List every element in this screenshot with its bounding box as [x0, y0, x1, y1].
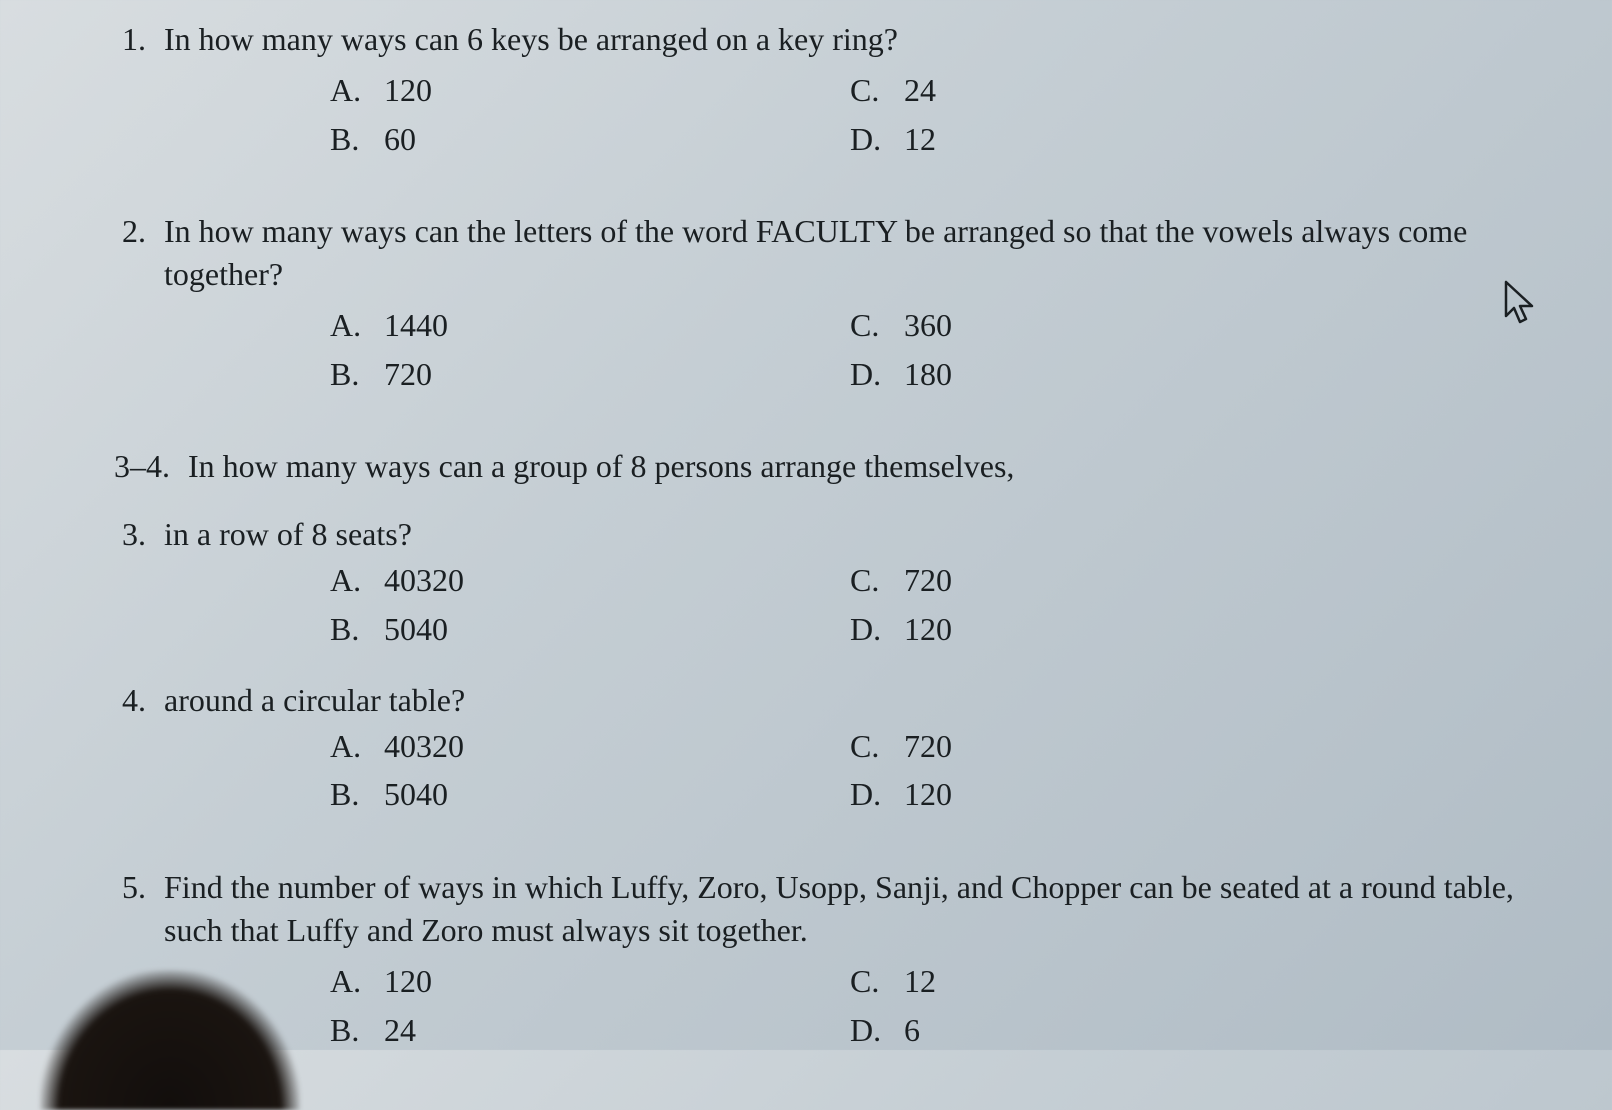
question-2-options: A. 1440 C. 360 B. 720 D. 180: [330, 302, 1330, 397]
option-value: 1440: [384, 302, 448, 348]
question-3-4-head: 3–4. In how many ways can a group of 8 p…: [100, 445, 1552, 488]
question-2-text: In how many ways can the letters of the …: [164, 210, 1552, 296]
option-letter: C.: [850, 723, 890, 769]
option-value: 120: [384, 67, 432, 113]
question-2-number: 2.: [100, 210, 146, 253]
option-value: 40320: [384, 557, 464, 603]
option-value: 120: [904, 771, 952, 817]
option-value: 24: [384, 1007, 416, 1053]
question-1-number: 1.: [100, 18, 146, 61]
option-letter: B.: [330, 771, 370, 817]
question-4: 4. around a circular table? A. 40320 C. 72…: [100, 682, 1552, 818]
question-3: 3. in a row of 8 seats? A. 40320 C. 720 B.…: [100, 516, 1552, 652]
option-value: 720: [904, 723, 952, 769]
question-5-text: Find the number of ways in which Luffy, …: [164, 866, 1552, 952]
option-letter: B.: [330, 351, 370, 397]
q1-option-a: A. 120: [330, 67, 810, 113]
question-2: 2. In how many ways can the letters of t…: [100, 210, 1552, 397]
q4-option-b: B. 5040: [330, 771, 810, 817]
q5-option-d: D. 6: [850, 1007, 1330, 1053]
q3-option-a: A. 40320: [330, 557, 810, 603]
option-letter: B.: [330, 1007, 370, 1053]
question-3-4-text: In how many ways can a group of 8 person…: [188, 445, 1552, 488]
q5-option-a: A. 120: [330, 958, 810, 1004]
q5-option-c: C. 12: [850, 958, 1330, 1004]
question-3-text: in a row of 8 seats?: [164, 516, 1552, 553]
option-letter: A.: [330, 557, 370, 603]
option-letter: C.: [850, 958, 890, 1004]
question-4-head: 4. around a circular table?: [100, 682, 1552, 719]
option-value: 12: [904, 116, 936, 162]
question-4-number: 4.: [100, 682, 146, 719]
option-letter: A.: [330, 723, 370, 769]
option-value: 40320: [384, 723, 464, 769]
question-5: 5. Find the number of ways in which Luff…: [100, 866, 1552, 1053]
question-5-number: 5.: [100, 866, 146, 909]
question-1-text: In how many ways can 6 keys be arranged …: [164, 18, 1552, 61]
option-value: 120: [384, 958, 432, 1004]
q1-option-c: C. 24: [850, 67, 1330, 113]
option-value: 720: [384, 351, 432, 397]
question-3-number: 3.: [100, 516, 146, 553]
cursor-icon: [1502, 280, 1542, 339]
option-letter: A.: [330, 302, 370, 348]
option-value: 5040: [384, 606, 448, 652]
option-letter: D.: [850, 771, 890, 817]
q4-option-a: A. 40320: [330, 723, 810, 769]
option-letter: D.: [850, 351, 890, 397]
option-value: 60: [384, 116, 416, 162]
option-value: 5040: [384, 771, 448, 817]
question-4-options: A. 40320 C. 720 B. 5040 D. 120: [330, 723, 1330, 818]
question-1: 1. In how many ways can 6 keys be arrang…: [100, 18, 1552, 162]
option-value: 360: [904, 302, 952, 348]
option-letter: D.: [850, 606, 890, 652]
option-value: 720: [904, 557, 952, 603]
q3-option-d: D. 120: [850, 606, 1330, 652]
question-1-options: A. 120 C. 24 B. 60 D. 12: [330, 67, 1330, 162]
option-letter: A.: [330, 958, 370, 1004]
q2-option-d: D. 180: [850, 351, 1330, 397]
question-5-options: A. 120 C. 12 B. 24 D. 6: [330, 958, 1330, 1053]
q5-option-b: B. 24: [330, 1007, 810, 1053]
question-1-head: 1. In how many ways can 6 keys be arrang…: [100, 18, 1552, 61]
option-letter: D.: [850, 1007, 890, 1053]
question-3-4-number: 3–4.: [100, 445, 170, 488]
worksheet-page: 1. In how many ways can 6 keys be arrang…: [0, 0, 1612, 1053]
q2-option-a: A. 1440: [330, 302, 810, 348]
option-value: 24: [904, 67, 936, 113]
foreground-obstruction: [40, 970, 300, 1110]
option-value: 120: [904, 606, 952, 652]
question-4-text: around a circular table?: [164, 682, 1552, 719]
q1-option-d: D. 12: [850, 116, 1330, 162]
option-letter: B.: [330, 116, 370, 162]
option-value: 12: [904, 958, 936, 1004]
option-value: 180: [904, 351, 952, 397]
q3-option-c: C. 720: [850, 557, 1330, 603]
option-letter: B.: [330, 606, 370, 652]
option-letter: C.: [850, 302, 890, 348]
option-letter: A.: [330, 67, 370, 113]
question-3-head: 3. in a row of 8 seats?: [100, 516, 1552, 553]
option-letter: D.: [850, 116, 890, 162]
question-3-options: A. 40320 C. 720 B. 5040 D. 120: [330, 557, 1330, 652]
q1-option-b: B. 60: [330, 116, 810, 162]
q2-option-c: C. 360: [850, 302, 1330, 348]
question-2-head: 2. In how many ways can the letters of t…: [100, 210, 1552, 296]
q4-option-d: D. 120: [850, 771, 1330, 817]
q4-option-c: C. 720: [850, 723, 1330, 769]
q2-option-b: B. 720: [330, 351, 810, 397]
option-letter: C.: [850, 67, 890, 113]
option-value: 6: [904, 1007, 920, 1053]
question-5-head: 5. Find the number of ways in which Luff…: [100, 866, 1552, 952]
q3-option-b: B. 5040: [330, 606, 810, 652]
option-letter: C.: [850, 557, 890, 603]
